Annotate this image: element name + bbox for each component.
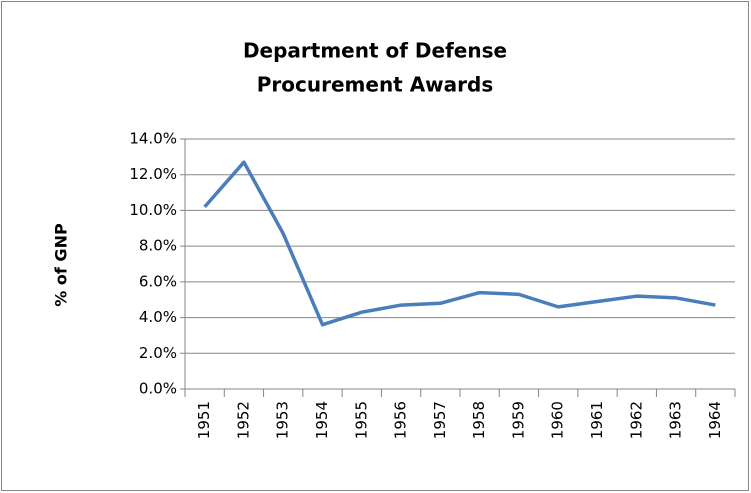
y-tick-label: 10.0% xyxy=(129,201,177,219)
x-tick-label: 1962 xyxy=(627,401,645,439)
data-line xyxy=(203,160,716,327)
y-tick-label: 8.0% xyxy=(139,237,177,255)
y-axis-label: % of GNP xyxy=(52,223,71,307)
chart-title: Department of Defense xyxy=(243,39,507,63)
x-tick-label: 1963 xyxy=(667,401,685,439)
x-tick-label: 1953 xyxy=(274,401,292,439)
x-tick-label: 1954 xyxy=(313,401,331,439)
x-tick-label: 1957 xyxy=(431,401,449,439)
y-tick-label: 4.0% xyxy=(139,308,177,326)
y-tick-label: 14.0% xyxy=(129,130,177,148)
x-tick-label: 1956 xyxy=(392,401,410,439)
x-tick-label: 1964 xyxy=(706,401,724,439)
y-tick-label: 6.0% xyxy=(139,272,177,290)
x-tick-label: 1955 xyxy=(352,401,370,439)
x-tick-label: 1951 xyxy=(195,401,213,439)
x-tick-label: 1952 xyxy=(234,401,252,439)
x-tick-label: 1958 xyxy=(470,401,488,439)
y-tick-label: 12.0% xyxy=(129,165,177,183)
x-tick-label: 1959 xyxy=(509,401,527,439)
y-tick-label: 0.0% xyxy=(139,380,177,398)
y-tick-label: 2.0% xyxy=(139,344,177,362)
x-tick-label: 1960 xyxy=(549,401,567,439)
chart-title: Procurement Awards xyxy=(257,73,493,97)
x-tick-label: 1961 xyxy=(588,401,606,439)
